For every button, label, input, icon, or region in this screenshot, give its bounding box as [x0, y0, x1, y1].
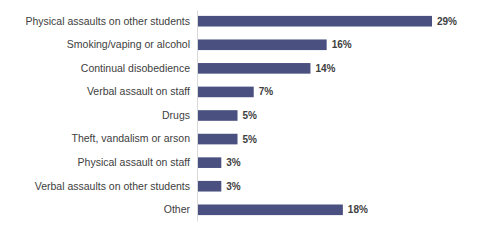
bar [197, 63, 310, 74]
bar [197, 204, 343, 215]
data-label: 3% [226, 181, 241, 192]
category-axis: Physical assaults on other students Smoki… [25, 11, 197, 222]
tick: Other [164, 203, 197, 215]
data-label: 18% [348, 204, 368, 215]
tick: Physical assault on staff [78, 156, 197, 168]
bar [197, 110, 238, 121]
tick: Physical assaults on other students [25, 15, 197, 27]
bar [197, 16, 432, 27]
bars [197, 16, 432, 215]
tick: Verbal assaults on other students [35, 180, 197, 192]
tick-label: Other [164, 203, 191, 215]
tick-label: Physical assault on staff [78, 156, 191, 168]
tick-label: Verbal assault on staff [87, 85, 190, 97]
tick-label: Continual disobedience [81, 62, 190, 74]
tick: Smoking/vaping or alcohol [67, 38, 197, 50]
data-label: 5% [243, 134, 258, 145]
plot: Physical assaults on other students Smoki… [25, 11, 457, 222]
data-label: 29% [437, 16, 457, 27]
data-labels: 29% 16% 14% 7% 5% 5% 3% 3% 18% [226, 16, 457, 216]
tick: Verbal assault on staff [87, 85, 197, 97]
chart: Physical assaults on other students Smoki… [0, 0, 500, 227]
bar [197, 87, 254, 98]
axis-line [197, 11, 198, 222]
bar [197, 157, 221, 168]
bar [197, 181, 221, 192]
tick-label: Theft, vandalism or arson [72, 132, 191, 144]
data-label: 14% [315, 63, 335, 74]
tick: Drugs [162, 109, 197, 121]
tick: Continual disobedience [81, 62, 197, 74]
data-label: 5% [243, 110, 258, 121]
bar [197, 134, 238, 145]
data-label: 16% [332, 39, 352, 50]
tick-label: Drugs [162, 109, 190, 121]
tick: Theft, vandalism or arson [72, 132, 197, 144]
bar [197, 39, 327, 50]
tick-label: Physical assaults on other students [25, 15, 190, 27]
data-label: 7% [259, 86, 274, 97]
tick-label: Smoking/vaping or alcohol [67, 38, 190, 50]
tick-label: Verbal assaults on other students [35, 180, 190, 192]
data-label: 3% [226, 157, 241, 168]
